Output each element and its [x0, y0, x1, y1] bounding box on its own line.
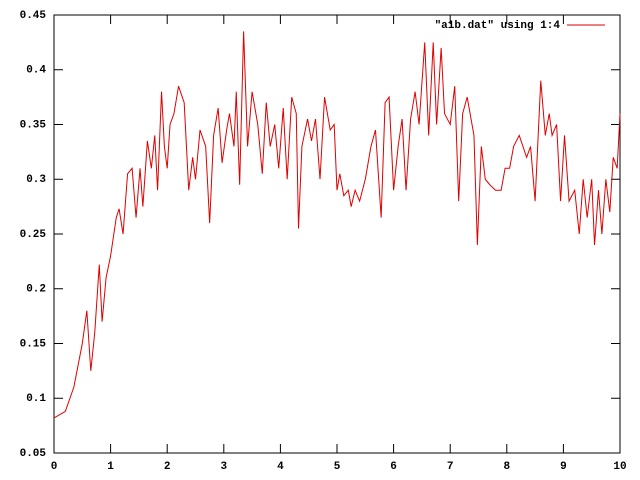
x-tick-label: 9 [560, 461, 567, 473]
x-tick-label: 0 [51, 461, 58, 473]
y-tick-label: 0.15 [20, 338, 47, 350]
y-tick-label: 0.05 [20, 448, 47, 460]
x-tick-label: 3 [220, 461, 227, 473]
x-tick-label: 10 [613, 461, 626, 473]
x-tick-label: 8 [503, 461, 510, 473]
legend-label: "a1b.dat" using 1:4 [435, 20, 561, 32]
y-tick-label: 0.4 [26, 65, 46, 77]
y-tick-label: 0.1 [26, 393, 46, 405]
x-tick-label: 4 [277, 461, 284, 473]
x-tick-label: 5 [334, 461, 341, 473]
x-tick-label: 1 [107, 461, 114, 473]
plot-border [53, 14, 621, 454]
y-tick-label: 0.2 [26, 284, 46, 296]
y-tick-label: 0.3 [26, 174, 46, 186]
x-tick-label: 7 [447, 461, 454, 473]
x-tick-label: 2 [164, 461, 171, 473]
y-tick-label: 0.35 [20, 119, 47, 131]
x-tick-label: 6 [390, 461, 397, 473]
y-tick-label: 0.45 [20, 10, 47, 22]
y-tick-label: 0.25 [20, 229, 47, 241]
data-line [53, 31, 621, 419]
